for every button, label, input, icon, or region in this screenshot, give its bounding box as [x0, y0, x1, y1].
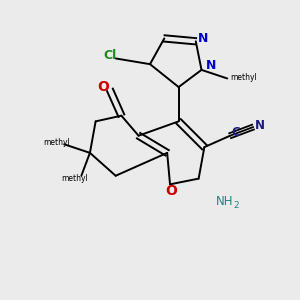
Text: N: N: [254, 119, 264, 132]
Text: O: O: [97, 80, 109, 94]
Text: methyl: methyl: [44, 138, 70, 147]
Text: 2: 2: [234, 201, 239, 210]
Text: Cl: Cl: [103, 49, 117, 62]
Text: O: O: [166, 184, 177, 199]
Text: N: N: [198, 32, 208, 45]
Text: C: C: [232, 126, 240, 139]
Text: methyl: methyl: [61, 174, 88, 183]
Text: NH: NH: [216, 195, 233, 208]
Text: N: N: [206, 59, 216, 72]
Text: methyl: methyl: [230, 73, 257, 82]
